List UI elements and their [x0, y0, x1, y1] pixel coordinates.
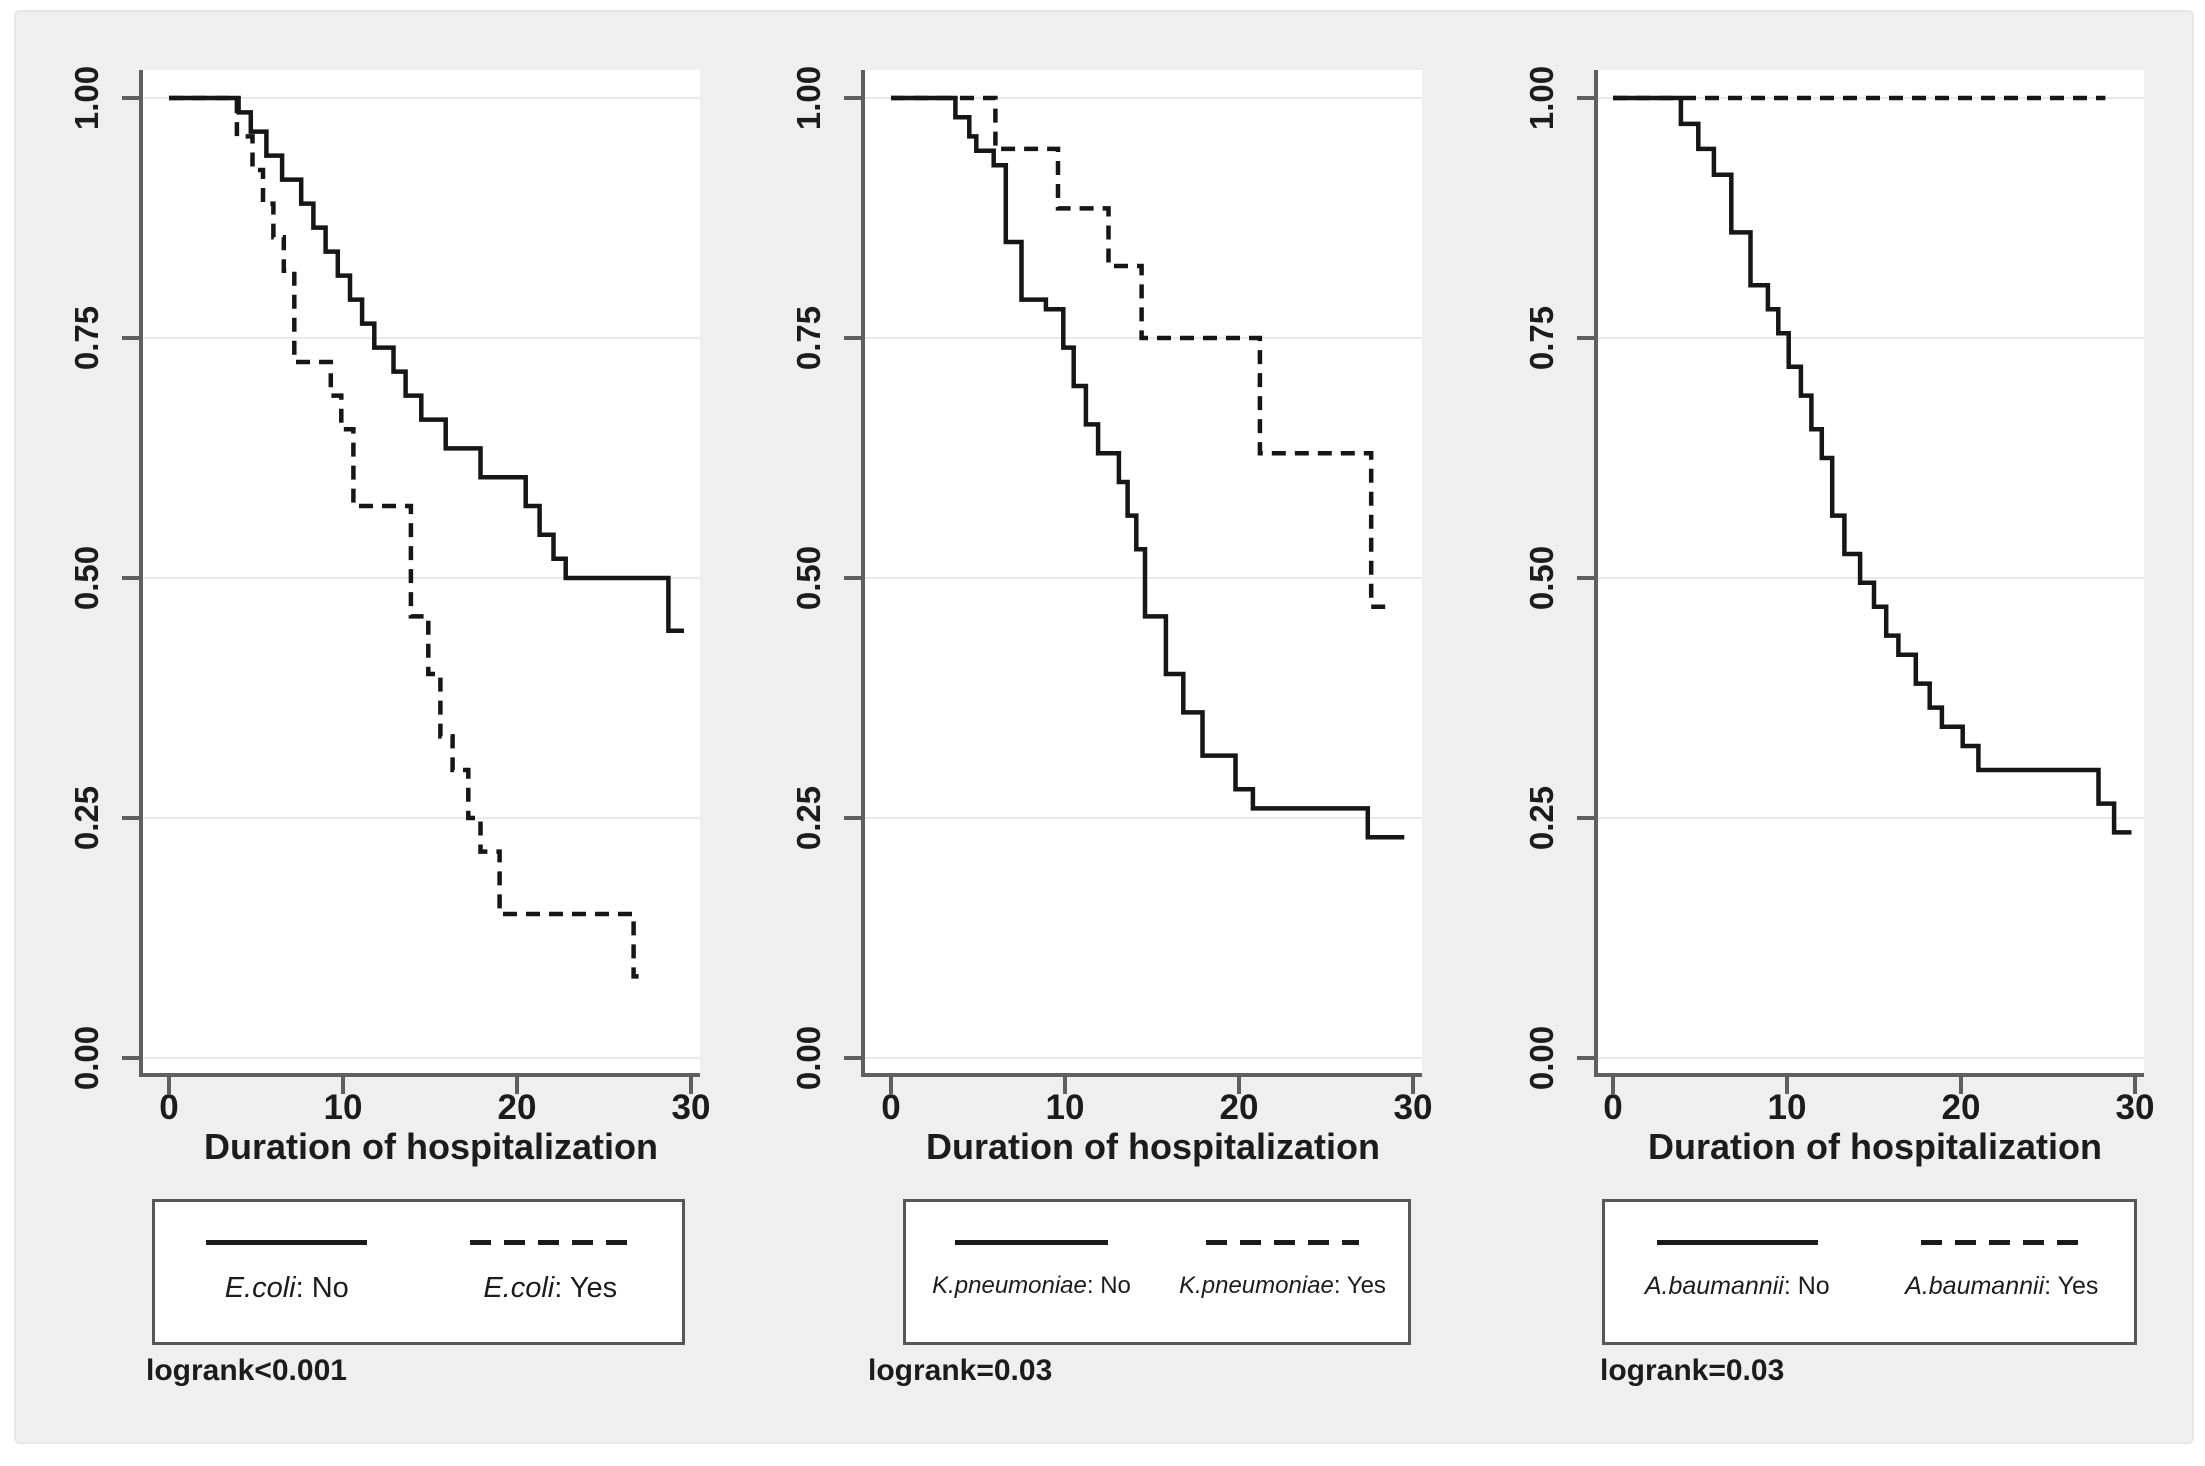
legend-entry-no: K.pneumoniae: No [906, 1202, 1157, 1342]
legend-entry-yes: A.baumannii: Yes [1870, 1202, 2135, 1342]
logrank-annotation: logrank=0.03 [1600, 1354, 1785, 1387]
y-tick-label: 1.00 [68, 65, 105, 131]
dashed-line-sample [1921, 1240, 2083, 1245]
legend-entry-no: E.coli: No [155, 1202, 419, 1342]
legend-suffix: : Yes [2044, 1272, 2099, 1300]
legend-species: K.pneumoniae [1179, 1272, 1334, 1299]
x-tick-label: 20 [497, 1088, 537, 1127]
x-tick-label: 20 [1941, 1088, 1981, 1127]
y-tick-label: 0.00 [790, 1025, 827, 1091]
legend-label: K.pneumoniae: No [932, 1272, 1131, 1300]
legend-entry-yes: E.coli: Yes [419, 1202, 683, 1342]
legend-suffix: : Yes [1333, 1272, 1386, 1299]
legend-label: E.coli: No [225, 1272, 349, 1305]
legend-entry-yes: K.pneumoniae: Yes [1157, 1202, 1408, 1342]
x-tick-label: 0 [1603, 1088, 1623, 1127]
x-axis-title: Duration of hospitalization [1648, 1126, 2102, 1167]
y-tick-label: 0.75 [68, 305, 105, 371]
logrank-annotation: logrank<0.001 [146, 1354, 347, 1387]
legend-species: E.coli [224, 1272, 296, 1304]
legend-species: E.coli [483, 1272, 555, 1304]
y-tick-label: 0.25 [1523, 785, 1560, 851]
y-tick-label: 0.50 [790, 545, 827, 611]
legend-label: A.baumannii: Yes [1905, 1272, 2098, 1301]
legend-species: A.baumannii [1905, 1272, 2045, 1300]
x-tick-label: 30 [2115, 1088, 2155, 1127]
x-axis-title: Duration of hospitalization [926, 1126, 1380, 1167]
logrank-annotation: logrank=0.03 [868, 1354, 1053, 1387]
legend-box: E.coli: No E.coli: Yes [152, 1199, 685, 1345]
legend-species: K.pneumoniae [932, 1272, 1087, 1299]
x-tick-label: 10 [323, 1088, 363, 1127]
x-tick-label: 10 [1045, 1088, 1085, 1127]
x-axis-title: Duration of hospitalization [204, 1126, 658, 1167]
y-tick-label: 0.50 [68, 545, 105, 611]
y-tick-label: 0.00 [68, 1025, 105, 1091]
y-tick-label: 0.50 [1523, 545, 1560, 611]
solid-line-sample [1656, 1240, 1818, 1245]
y-tick-label: 0.75 [1523, 305, 1560, 371]
legend-label: A.baumannii: No [1645, 1272, 1830, 1301]
legend-label: E.coli: Yes [483, 1272, 617, 1305]
legend-entry-no: A.baumannii: No [1605, 1202, 1870, 1342]
dashed-line-sample [469, 1240, 631, 1245]
solid-line-sample [954, 1240, 1109, 1245]
dashed-line-sample [1205, 1240, 1360, 1245]
legend-species: A.baumannii [1644, 1272, 1784, 1300]
legend-label: K.pneumoniae: Yes [1179, 1272, 1386, 1300]
y-tick-label: 0.75 [790, 305, 827, 371]
y-tick-label: 1.00 [790, 65, 827, 131]
legend-suffix: : Yes [554, 1272, 618, 1304]
x-tick-label: 0 [881, 1088, 901, 1127]
legend-box: K.pneumoniae: No K.pneumoniae: Yes [903, 1199, 1411, 1345]
legend-suffix: : No [295, 1272, 349, 1304]
legend-suffix: : No [1783, 1272, 1830, 1300]
y-tick-label: 1.00 [1523, 65, 1560, 131]
solid-line-sample [206, 1240, 368, 1245]
x-tick-label: 20 [1219, 1088, 1259, 1127]
x-tick-label: 0 [159, 1088, 179, 1127]
legend-suffix: : No [1086, 1272, 1131, 1299]
legend-box: A.baumannii: No A.baumannii: Yes [1602, 1199, 2137, 1345]
x-tick-label: 30 [671, 1088, 711, 1127]
x-tick-label: 10 [1767, 1088, 1807, 1127]
y-tick-label: 0.25 [790, 785, 827, 851]
y-tick-label: 0.25 [68, 785, 105, 851]
x-tick-label: 30 [1393, 1088, 1433, 1127]
y-tick-label: 0.00 [1523, 1025, 1560, 1091]
